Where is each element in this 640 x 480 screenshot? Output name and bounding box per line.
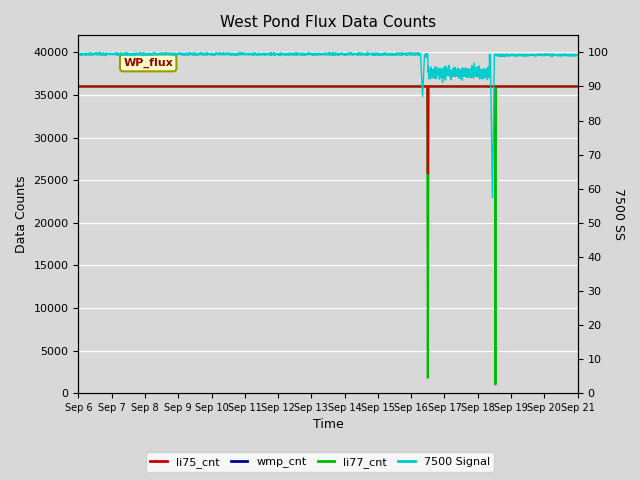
Title: West Pond Flux Data Counts: West Pond Flux Data Counts <box>220 15 436 30</box>
Y-axis label: Data Counts: Data Counts <box>15 176 28 253</box>
Legend: li75_cnt, wmp_cnt, li77_cnt, 7500 Signal: li75_cnt, wmp_cnt, li77_cnt, 7500 Signal <box>146 452 494 472</box>
Text: WP_flux: WP_flux <box>124 58 173 68</box>
X-axis label: Time: Time <box>312 419 344 432</box>
Y-axis label: 7500 SS: 7500 SS <box>612 188 625 240</box>
